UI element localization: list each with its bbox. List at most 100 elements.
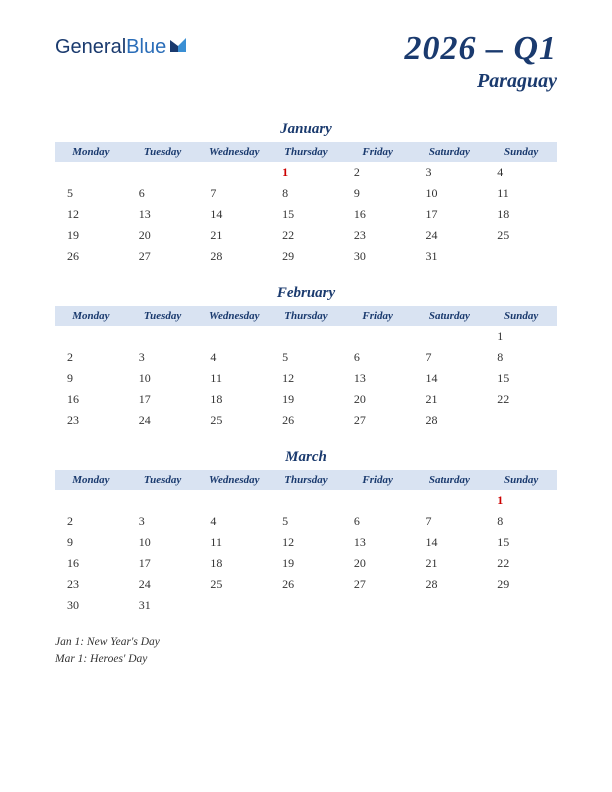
calendar-cell xyxy=(55,326,127,347)
calendar-cell: 5 xyxy=(270,347,342,368)
calendar-cell xyxy=(270,595,342,616)
calendar-row: 232425262728 xyxy=(55,410,557,431)
calendar-cell xyxy=(198,162,270,183)
calendar-cell: 22 xyxy=(270,225,342,246)
month-name: January xyxy=(55,121,557,138)
calendar-cell: 1 xyxy=(485,326,557,347)
calendar-cell: 8 xyxy=(270,183,342,204)
calendar-cell: 1 xyxy=(270,162,342,183)
calendar-row: 3031 xyxy=(55,595,557,616)
calendar-row: 567891011 xyxy=(55,183,557,204)
logo-text: GeneralBlue xyxy=(55,36,166,59)
calendar-cell: 8 xyxy=(485,511,557,532)
calendar-cell: 16 xyxy=(55,553,127,574)
calendar-row: 1 xyxy=(55,490,557,511)
calendar-cell: 29 xyxy=(485,574,557,595)
calendar-cell: 14 xyxy=(414,532,486,553)
day-header: Wednesday xyxy=(198,470,270,490)
calendar-row: 2345678 xyxy=(55,347,557,368)
calendar-cell: 16 xyxy=(55,389,127,410)
calendar-cell: 27 xyxy=(342,574,414,595)
day-header: Thursday xyxy=(270,306,342,326)
month-name: February xyxy=(55,285,557,302)
calendar-cell: 20 xyxy=(127,225,199,246)
calendar-table: MondayTuesdayWednesdayThursdayFridaySatu… xyxy=(55,470,557,616)
calendar-cell: 31 xyxy=(127,595,199,616)
holiday-item: Jan 1: New Year's Day xyxy=(55,634,557,651)
calendar-cell: 15 xyxy=(270,204,342,225)
calendar-cell: 13 xyxy=(342,532,414,553)
calendar-cell: 16 xyxy=(342,204,414,225)
calendar-cell: 14 xyxy=(198,204,270,225)
calendar-cell xyxy=(127,490,199,511)
day-header: Friday xyxy=(342,142,414,162)
calendar-cell: 18 xyxy=(198,389,270,410)
calendar-cell: 28 xyxy=(414,574,486,595)
calendar-cell xyxy=(270,326,342,347)
calendar-cell: 13 xyxy=(342,368,414,389)
calendar-cell xyxy=(270,490,342,511)
day-header: Saturday xyxy=(414,470,486,490)
calendar-cell: 24 xyxy=(414,225,486,246)
calendar-cell: 18 xyxy=(198,553,270,574)
calendar-table: MondayTuesdayWednesdayThursdayFridaySatu… xyxy=(55,306,557,431)
day-header: Wednesday xyxy=(198,306,270,326)
calendar-cell: 15 xyxy=(485,532,557,553)
day-header: Friday xyxy=(342,306,414,326)
calendar-row: 1 xyxy=(55,326,557,347)
calendar-cell: 24 xyxy=(127,410,199,431)
day-header: Wednesday xyxy=(198,142,270,162)
day-header: Sunday xyxy=(485,142,557,162)
calendar-cell: 10 xyxy=(127,532,199,553)
day-header: Tuesday xyxy=(127,142,199,162)
page-title: 2026 – Q1 xyxy=(404,30,557,68)
calendar-cell xyxy=(342,490,414,511)
day-header: Monday xyxy=(55,306,127,326)
months-container: JanuaryMondayTuesdayWednesdayThursdayFri… xyxy=(55,121,557,616)
calendar-cell xyxy=(198,490,270,511)
calendar-cell: 28 xyxy=(198,246,270,267)
day-header: Sunday xyxy=(485,306,557,326)
calendar-cell: 25 xyxy=(485,225,557,246)
calendar-cell: 25 xyxy=(198,410,270,431)
calendar-row: 12131415161718 xyxy=(55,204,557,225)
day-header: Saturday xyxy=(414,142,486,162)
calendar-cell xyxy=(485,410,557,431)
logo-icon xyxy=(168,36,188,59)
calendar-cell: 26 xyxy=(55,246,127,267)
calendar-cell: 25 xyxy=(198,574,270,595)
calendar-cell: 1 xyxy=(485,490,557,511)
calendar-cell xyxy=(485,595,557,616)
page-subtitle: Paraguay xyxy=(404,70,557,93)
calendar-cell: 19 xyxy=(270,553,342,574)
calendar-cell: 9 xyxy=(342,183,414,204)
calendar-cell xyxy=(55,162,127,183)
calendar-cell: 6 xyxy=(127,183,199,204)
calendar-cell: 26 xyxy=(270,574,342,595)
calendar-cell: 8 xyxy=(485,347,557,368)
month-block: JanuaryMondayTuesdayWednesdayThursdayFri… xyxy=(55,121,557,267)
calendar-cell: 10 xyxy=(414,183,486,204)
calendar-cell: 29 xyxy=(270,246,342,267)
calendar-cell xyxy=(414,595,486,616)
title-block: 2026 – Q1 Paraguay xyxy=(404,30,557,93)
calendar-cell: 15 xyxy=(485,368,557,389)
calendar-cell: 13 xyxy=(127,204,199,225)
calendar-cell xyxy=(127,162,199,183)
calendar-cell xyxy=(485,246,557,267)
calendar-cell: 3 xyxy=(127,347,199,368)
calendar-cell: 30 xyxy=(55,595,127,616)
calendar-cell: 14 xyxy=(414,368,486,389)
calendar-cell xyxy=(342,595,414,616)
header: GeneralBlue 2026 – Q1 Paraguay xyxy=(55,30,557,93)
calendar-cell xyxy=(414,326,486,347)
calendar-cell: 22 xyxy=(485,553,557,574)
calendar-cell: 30 xyxy=(342,246,414,267)
calendar-row: 9101112131415 xyxy=(55,368,557,389)
calendar-cell: 21 xyxy=(414,389,486,410)
calendar-cell: 26 xyxy=(270,410,342,431)
calendar-cell xyxy=(342,326,414,347)
calendar-row: 9101112131415 xyxy=(55,532,557,553)
calendar-cell: 19 xyxy=(270,389,342,410)
calendar-cell: 28 xyxy=(414,410,486,431)
